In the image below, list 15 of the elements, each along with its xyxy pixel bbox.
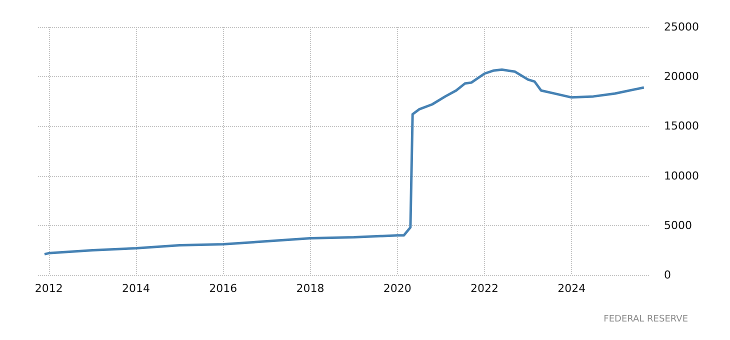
x-tick-label: 2022 [470, 282, 498, 295]
x-tick-label: 2020 [383, 282, 412, 295]
x-tick-label: 2018 [296, 282, 324, 295]
y-tick-label: 10000 [664, 169, 699, 182]
x-tick-label: 2016 [209, 282, 238, 295]
y-tick-label: 25000 [664, 20, 699, 34]
y-tick-label: 0 [664, 268, 671, 282]
x-tick-label: 2012 [34, 282, 63, 295]
x-tick-label: 2024 [558, 282, 586, 295]
x-tick-label: 2014 [122, 282, 150, 295]
text: FEDERAL RESERVE [604, 314, 688, 324]
y-tick-label: 5000 [664, 218, 692, 232]
y-tick-label: 20000 [664, 70, 699, 84]
line-series [43, 68, 646, 256]
y-tick-label: 15000 [664, 120, 699, 133]
